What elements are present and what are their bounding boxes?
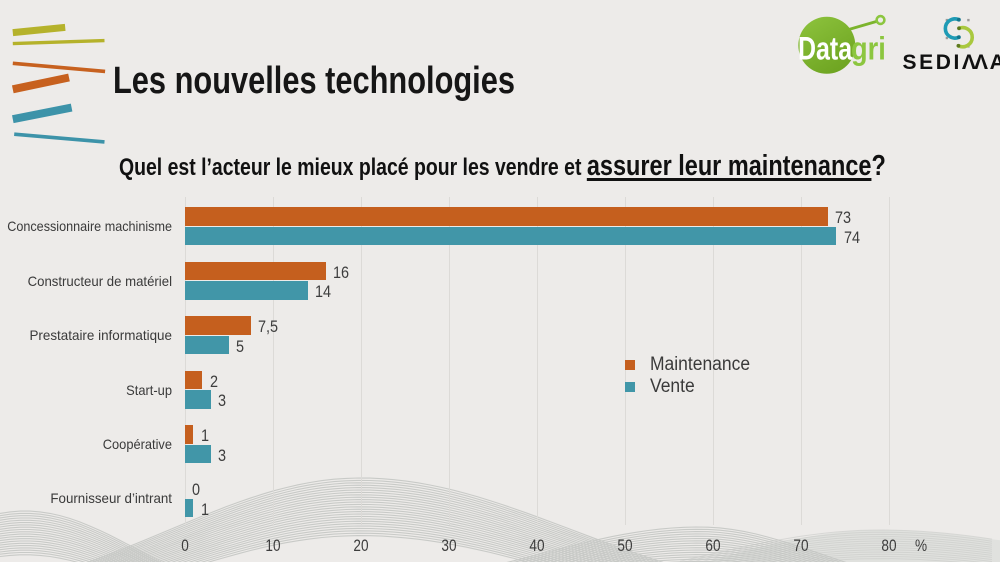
svg-text:SEDIΛΛA: SEDIΛΛA (903, 51, 1000, 74)
svg-text:gri: gri (851, 31, 886, 67)
svg-text:Data: Data (798, 32, 853, 68)
